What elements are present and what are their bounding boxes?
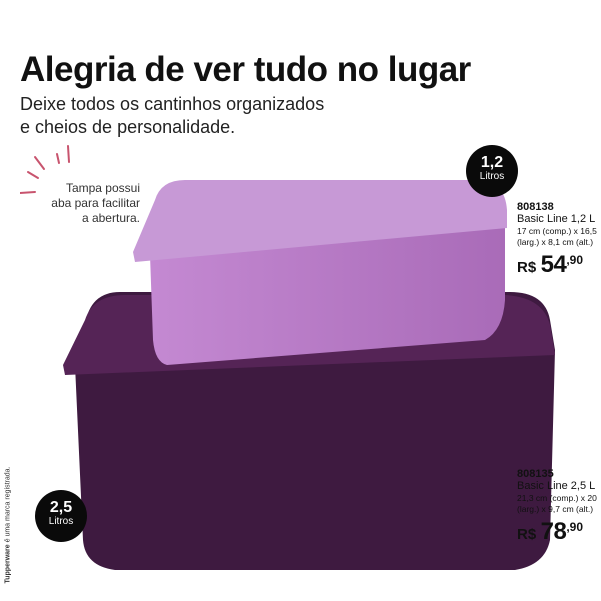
lid-tab-note: Tampa possui aba para facilitar a abertu…: [20, 181, 140, 226]
subtitle-line: Deixe todos os cantinhos organizados: [20, 94, 325, 114]
note-line: Tampa possui: [65, 181, 140, 195]
product-code: 808138: [517, 201, 554, 213]
capacity-value: 1,2: [480, 154, 504, 171]
legal-notice: Tupperware é uma marca registrada.: [5, 424, 12, 584]
capacity-badge: 1,2 Litros: [466, 145, 518, 197]
headline: Alegria de ver tudo no lugar: [20, 50, 471, 89]
product-info: 808135 Basic Line 2,5 L 21,3 cm (comp.) …: [517, 468, 601, 546]
price-decimal: ,90: [566, 520, 584, 534]
product-dims: (larg.) x 9,7 cm (alt.): [517, 504, 594, 514]
product-dims: 17 cm (comp.) x 16,5: [517, 226, 597, 236]
price-integer: 54: [540, 251, 567, 278]
capacity-value: 2,5: [49, 499, 73, 516]
product-dims: (larg.) x 8,1 cm (alt.): [517, 237, 594, 247]
price-decimal: ,90: [566, 253, 584, 267]
currency: R$: [517, 259, 537, 276]
price: R$ 54,90: [517, 251, 601, 279]
product-dims: 21,3 cm (comp.) x 20: [517, 493, 597, 503]
containers-image: [63, 180, 555, 570]
product-code: 808135: [517, 468, 554, 480]
capacity-unit: Litros: [479, 171, 505, 182]
capacity-unit: Litros: [48, 516, 74, 527]
note-line: a abertura.: [81, 211, 140, 225]
note-line: aba para facilitar: [51, 196, 140, 210]
capacity-badge: 2,5 Litros: [35, 490, 87, 542]
currency: R$: [517, 526, 537, 543]
product-info: 808138 Basic Line 1,2 L 17 cm (comp.) x …: [517, 201, 601, 279]
sparkle-lines-icon: [20, 145, 70, 194]
product-name: Basic Line 1,2 L: [517, 213, 596, 225]
subtitle: Deixe todos os cantinhos organizados e c…: [20, 93, 324, 139]
price: R$ 78,90: [517, 518, 601, 546]
product-name: Basic Line 2,5 L: [517, 480, 596, 492]
brand-name: Tupperware: [4, 544, 12, 584]
legal-text: é uma marca registrada.: [4, 466, 12, 545]
price-integer: 78: [540, 518, 567, 545]
subtitle-line: e cheios de personalidade.: [20, 117, 236, 137]
